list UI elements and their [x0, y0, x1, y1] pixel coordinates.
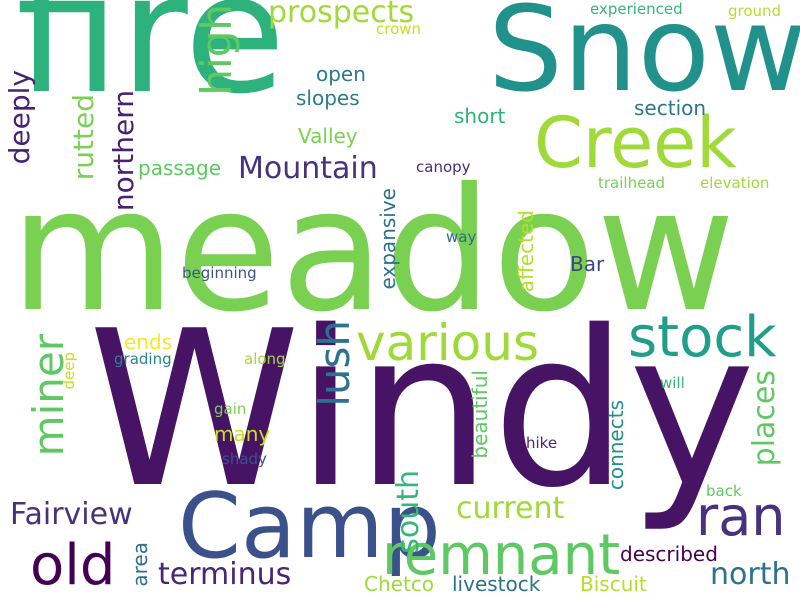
word-trailhead: trailhead	[598, 174, 666, 192]
word-rutted: rutted	[67, 94, 100, 181]
word-along: along	[244, 350, 286, 368]
word-section: section	[634, 96, 707, 120]
word-shady: shady	[222, 450, 267, 468]
word-biscuit: Biscuit	[580, 572, 647, 596]
word-expansive: expansive	[376, 188, 400, 290]
word-canopy: canopy	[416, 158, 471, 176]
word-affected: affected	[514, 210, 538, 293]
word-beautiful: beautiful	[468, 370, 492, 459]
word-lush: lush	[310, 320, 359, 407]
word-northern: northern	[107, 90, 140, 212]
word-deep: deep	[60, 352, 78, 390]
word-fairview: Fairview	[10, 497, 133, 532]
word-deeply: deeply	[3, 70, 36, 165]
word-windy: Windy	[88, 284, 756, 535]
word-stock: stock	[628, 305, 777, 370]
word-will: will	[660, 374, 685, 392]
word-connects: connects	[604, 400, 628, 491]
word-high: high	[192, 4, 241, 96]
word-remnant: remnant	[382, 523, 621, 588]
word-gain: gain	[214, 400, 247, 418]
word-places: places	[747, 370, 782, 467]
word-creek: Creek	[534, 102, 737, 184]
word-open: open	[316, 62, 366, 86]
word-chetco: Chetco	[364, 572, 435, 596]
word-south: south	[391, 470, 426, 554]
word-grading: grading	[114, 350, 172, 368]
word-hike: hike	[526, 434, 558, 452]
word-ran: ran	[696, 485, 786, 548]
word-old: old	[30, 533, 116, 598]
word-beginning: beginning	[182, 264, 257, 282]
word-bar: Bar	[570, 252, 605, 276]
word-snow: Snow	[488, 0, 800, 118]
word-crown: crown	[376, 20, 422, 38]
word-way: way	[446, 228, 477, 246]
word-livestock: livestock	[452, 572, 541, 596]
word-described: described	[620, 542, 718, 566]
word-prospects: prospects	[268, 0, 415, 30]
word-valley: Valley	[298, 124, 358, 148]
word-short: short	[454, 104, 506, 128]
word-terminus: terminus	[158, 557, 292, 592]
word-current: current	[456, 491, 565, 526]
word-many: many	[214, 422, 271, 446]
word-slopes: slopes	[296, 86, 360, 110]
word-mountain: Mountain	[238, 151, 378, 186]
word-north: north	[710, 557, 791, 592]
word-area: area	[128, 542, 152, 587]
word-passage: passage	[138, 156, 222, 180]
word-camp: Camp	[178, 474, 441, 579]
word-ground: ground	[728, 2, 782, 20]
word-fire: fire	[16, 0, 286, 130]
word-ends: ends	[124, 330, 173, 354]
word-experienced: experienced	[590, 0, 683, 18]
word-elevation: elevation	[700, 174, 770, 192]
word-various: various	[356, 314, 540, 372]
word-back: back	[706, 482, 742, 500]
word-meadow: meadow	[10, 152, 736, 350]
